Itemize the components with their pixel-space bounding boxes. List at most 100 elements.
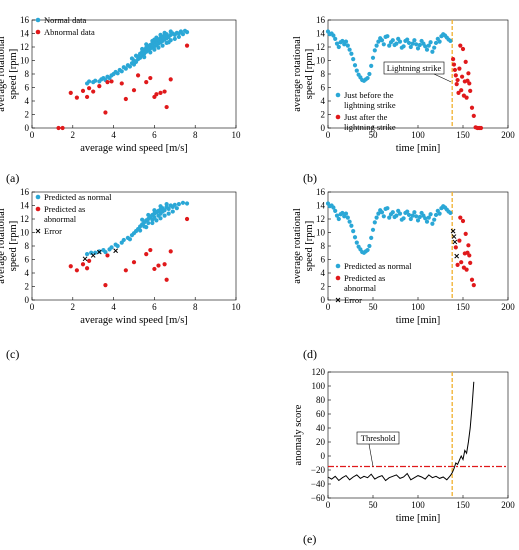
- x-axis-label: time [min]: [396, 143, 441, 154]
- y-tick-label: 10: [20, 228, 30, 238]
- data-point: [152, 37, 157, 42]
- data-point: [452, 67, 457, 73]
- data-point: [458, 215, 463, 220]
- data-point: [374, 43, 379, 48]
- y-tick-label: 14: [20, 201, 30, 211]
- data-point: [401, 44, 406, 49]
- data-point: [156, 45, 161, 50]
- plot-frame: [327, 371, 509, 499]
- x-tick-label: 0: [326, 302, 331, 312]
- x-tick-label: 4: [111, 130, 116, 140]
- data-point: [60, 125, 65, 131]
- y-tick-label: 4: [25, 268, 30, 278]
- y-tick-label: 120: [312, 367, 326, 377]
- x-tick-label: 0: [30, 130, 35, 140]
- x-axis-label: average wind speed [m/s]: [80, 315, 188, 326]
- data-point: [433, 40, 439, 46]
- data-point: [115, 71, 120, 76]
- x-tick-label: 2: [71, 302, 76, 312]
- series-predicted-as-abnormal: [68, 216, 190, 288]
- series-abnormal-data: [56, 43, 190, 131]
- data-point: [331, 205, 336, 210]
- panel-label: (b): [303, 171, 317, 185]
- y-axis-label-line2: speed [rpm]: [304, 221, 315, 271]
- series-predicted-as-abnormal: [453, 215, 476, 288]
- data-point: [432, 217, 437, 222]
- legend-label: Normal data: [44, 15, 86, 25]
- x-axis-label: time [min]: [396, 315, 441, 326]
- data-point: [349, 223, 354, 228]
- data-point: [168, 77, 173, 82]
- data-point: [466, 243, 471, 248]
- legend-label-line2: lightning strike: [344, 122, 396, 132]
- y-tick-label: 12: [20, 42, 29, 52]
- data-point: [379, 210, 385, 215]
- error-point: [90, 253, 96, 258]
- data-point: [180, 32, 186, 37]
- legend-label: Error: [344, 295, 362, 305]
- data-point: [460, 46, 466, 52]
- data-point: [184, 216, 190, 222]
- data-point: [387, 43, 392, 48]
- y-axis-label-line1: average rotational: [0, 208, 7, 284]
- data-point: [105, 253, 110, 258]
- data-point: [74, 95, 79, 100]
- data-point: [80, 262, 86, 267]
- data-point: [367, 243, 372, 249]
- data-point: [115, 243, 120, 249]
- legend: Normal data Abnormal data: [35, 15, 95, 37]
- data-point: [394, 213, 399, 218]
- y-tick-label: 0: [25, 295, 30, 305]
- data-point: [372, 220, 377, 225]
- y-tick-label: 8: [321, 69, 326, 79]
- series-normal-data: [84, 28, 190, 86]
- data-point: [56, 125, 61, 131]
- data-point: [457, 66, 462, 71]
- data-point: [376, 39, 381, 44]
- data-point: [162, 30, 167, 35]
- y-tick-label: 100: [312, 381, 326, 391]
- data-point: [428, 40, 433, 45]
- legend-marker: [335, 114, 341, 120]
- data-point: [408, 216, 413, 222]
- y-tick-label: 4: [321, 96, 326, 106]
- x-axis-label: time [min]: [396, 513, 441, 524]
- data-point: [123, 268, 128, 273]
- data-point: [379, 38, 385, 43]
- data-point: [352, 63, 358, 68]
- x-tick-label: 100: [411, 302, 425, 312]
- data-point: [148, 50, 153, 55]
- panel-label: (c): [6, 347, 19, 361]
- data-point: [387, 215, 392, 220]
- data-point: [467, 81, 472, 86]
- y-tick-label: 2: [321, 110, 326, 120]
- data-point: [138, 228, 143, 233]
- legend-marker-error: [335, 297, 341, 303]
- data-point: [162, 213, 167, 218]
- data-point: [84, 94, 90, 100]
- data-point: [365, 75, 370, 81]
- data-point: [424, 219, 430, 224]
- data-point: [336, 44, 341, 50]
- data-point: [160, 43, 165, 48]
- legend-marker: [35, 17, 41, 23]
- data-point: [454, 82, 459, 87]
- data-point: [142, 55, 147, 60]
- x-tick-label: 100: [411, 130, 425, 140]
- data-point: [466, 71, 471, 76]
- y-tick-label: 8: [321, 241, 326, 251]
- data-point: [168, 249, 173, 254]
- x-tick-label: 50: [369, 500, 379, 510]
- data-point: [390, 38, 395, 43]
- data-point: [405, 37, 410, 42]
- chart-e: 0 50 100 150 200 −60 −40 −20 0 20 40 60 80 100 120 time…: [293, 367, 515, 524]
- data-point: [154, 218, 159, 223]
- data-point: [385, 206, 390, 211]
- x-tick-label: 8: [193, 302, 198, 312]
- data-point: [105, 80, 110, 85]
- data-point: [455, 262, 460, 267]
- x-tick-label: 0: [30, 302, 35, 312]
- data-point: [180, 200, 186, 205]
